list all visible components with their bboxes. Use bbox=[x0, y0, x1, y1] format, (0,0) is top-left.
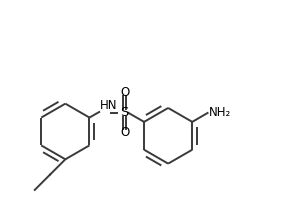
Text: S: S bbox=[120, 106, 129, 119]
Text: O: O bbox=[120, 126, 129, 139]
Text: O: O bbox=[120, 86, 129, 99]
Text: HN: HN bbox=[99, 99, 117, 112]
Text: NH₂: NH₂ bbox=[208, 106, 231, 119]
